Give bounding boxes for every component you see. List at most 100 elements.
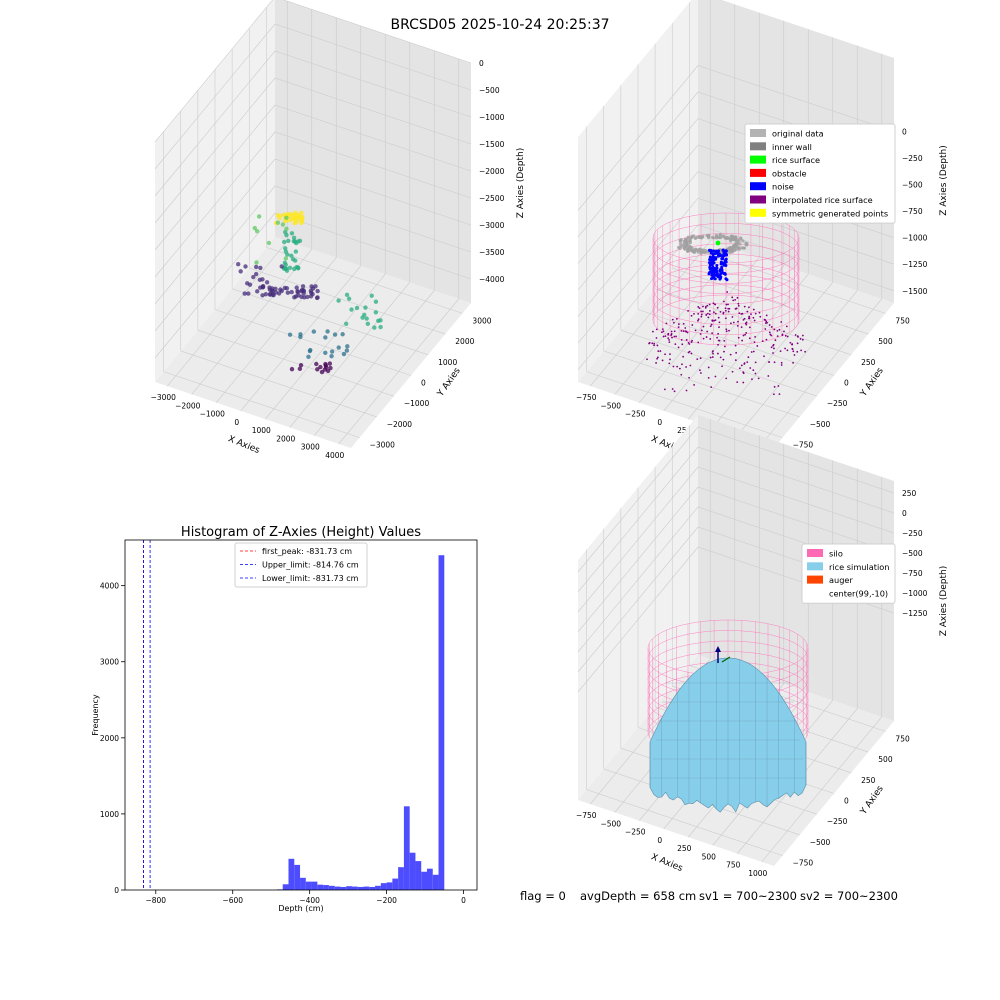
interpolated-point [801,334,804,337]
interpolated-point [702,325,705,328]
data-point [378,324,383,330]
interpolated-point [664,353,666,356]
data-point [293,212,299,218]
interpolated-point [700,310,703,313]
data-point [372,325,377,330]
interpolated-point [757,377,760,380]
data-point [260,293,265,298]
data-point [246,291,251,296]
noise-point [714,249,718,253]
interpolated-point [768,331,771,334]
z-tick-label: 0 [902,128,907,137]
data-point [278,287,283,292]
legend-swatch [750,155,766,164]
interpolated-point [682,355,685,358]
gridline [154,77,472,224]
y-tick-label: 0 [844,797,849,806]
y-tick-label: −1000 [404,399,430,408]
interpolated-point [754,372,757,375]
y-tick-label: 4000 [100,582,119,591]
data-point [292,239,298,244]
interpolated-point [779,350,782,353]
x-tick-label: −750 [576,811,597,820]
interpolated-point [688,376,690,379]
interpolated-point [727,303,729,306]
y-tick-label: 3000 [100,658,119,667]
histogram-bar [340,886,347,890]
gridline [232,288,429,356]
histogram-bar [421,871,427,890]
interpolated-point [722,358,725,361]
interpolated-point [752,308,755,311]
interpolated-point [756,345,759,347]
interpolated-point [748,306,750,309]
original-point [683,247,687,251]
interpolated-point [727,310,730,313]
interpolated-point [663,388,666,391]
interpolated-point [725,328,728,331]
noise-point [711,265,715,269]
interpolated-point [770,334,773,337]
interpolated-point [772,352,774,354]
legend-swatch [750,195,766,204]
noise-point [708,258,712,262]
x-tick-label: 0 [657,836,662,845]
data-point [263,292,269,297]
z-tick-label: −1000 [902,589,928,598]
noise-point [709,251,713,255]
interpolated-point [705,314,708,316]
noise-point [719,260,723,264]
silo-wireframe [652,212,800,346]
data-point [341,351,347,357]
original-point [745,243,749,247]
data-point [290,214,295,219]
interpolated-point [724,309,727,312]
interpolated-point [734,359,737,361]
interpolated-point [729,353,732,356]
interpolated-point [700,329,703,332]
interpolated-point [677,346,680,349]
data-point [235,261,241,267]
histogram-bar [334,886,341,890]
noise-point [708,255,712,259]
noise-point [719,272,723,276]
y-tick-label: 750 [895,734,910,743]
noise-point [724,257,728,261]
interpolated-point [743,317,746,320]
data-point [363,305,368,310]
interpolated-point [748,315,751,318]
interpolated-point [707,366,710,369]
gridline [154,104,472,251]
y-tick-label: 250 [861,358,876,367]
interpolated-point [736,325,739,327]
noise-point [710,257,714,261]
interpolated-point [724,345,726,348]
data-point [271,292,276,298]
interpolated-point [748,317,751,320]
interpolated-point [748,337,751,340]
noise-point [712,249,716,253]
interpolated-point [732,321,735,324]
y-tick-label: 0 [114,886,119,895]
interpolated-point [770,326,773,328]
interpolated-point [717,343,719,346]
data-point [354,305,360,311]
original-point [714,236,718,240]
depth-histogram: Histogram of Z-Axies (Height) Values −800… [91,525,478,913]
x-tick-label: −600 [222,896,243,905]
interpolated-point [781,334,784,336]
histogram-bar [380,883,387,890]
interpolated-point [796,342,799,345]
interpolated-point [687,342,690,344]
interpolated-point [763,355,765,358]
interpolated-point [655,328,658,331]
data-point [300,284,306,289]
original-point [741,239,745,243]
data-point [260,284,266,290]
z-tick-label: −250 [902,529,923,538]
gridline [154,50,472,197]
data-point [323,350,328,355]
interpolated-point [697,306,700,308]
interpolated-point [734,344,737,347]
y-tick-label: 500 [878,337,893,346]
